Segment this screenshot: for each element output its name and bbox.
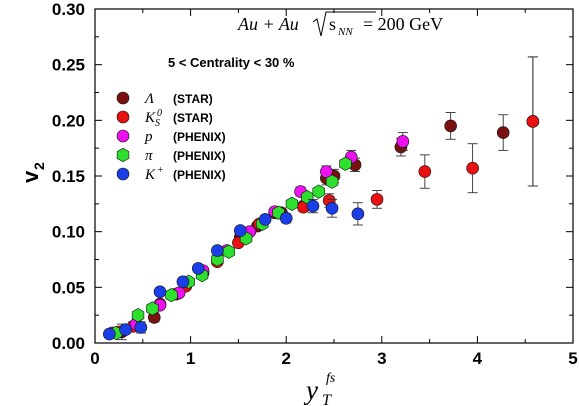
y-axis-title-sub: 2 <box>31 162 47 170</box>
system-sqrt-arg: s <box>329 14 336 34</box>
legend-entry: π (PHENIX) <box>116 147 226 164</box>
legend-symbol: Λ <box>143 91 154 107</box>
data-point <box>312 184 325 199</box>
data-point <box>211 244 224 257</box>
legend-label: (PHENIX) <box>173 149 226 163</box>
legend-label: (PHENIX) <box>173 168 226 182</box>
y-tick-label: 0.25 <box>52 56 85 75</box>
y-axis-title-main: v <box>18 170 43 183</box>
data-point <box>444 119 457 133</box>
x-tick-label: 4 <box>473 349 483 368</box>
system-annotation: Au + Au s NN = 200 GeV <box>237 11 443 38</box>
data-point <box>418 165 432 178</box>
data-point <box>146 301 159 316</box>
legend: Λ (STAR)K 0S (STAR)p (PHENIX)π (PHENIX)K + (PHE… <box>116 91 226 183</box>
legend-marker <box>116 147 130 163</box>
x-tick-label: 0 <box>90 349 99 368</box>
data-point <box>258 213 272 226</box>
data-point <box>526 115 540 128</box>
y-tick-label: 0.10 <box>52 223 85 242</box>
x-axis-title-main: y <box>303 375 318 405</box>
data-point <box>306 199 320 213</box>
series-3 <box>109 156 352 341</box>
legend-symbol-sub: S <box>155 118 160 129</box>
data-point <box>279 212 293 225</box>
legend-entry: K + (PHENIX) <box>116 165 226 183</box>
data-point <box>103 327 116 341</box>
legend-entry: Λ (STAR) <box>116 91 213 107</box>
x-axis-title: y T fs <box>303 371 336 406</box>
data-point <box>466 161 479 175</box>
axis-ticks: 0 1 2 3 4 5 0.00 0.05 0.10 0.15 0.20 0.25 0.30 <box>52 0 578 368</box>
system-rhs: = 200 GeV <box>363 14 443 34</box>
legend-symbol: K <box>144 167 156 183</box>
data-points <box>103 56 540 341</box>
data-point <box>134 321 148 334</box>
y-tick-label: 0.30 <box>52 0 85 19</box>
x-axis-title-sup: fs <box>326 371 336 386</box>
x-tick-label: 3 <box>377 349 386 368</box>
y-tick-label: 0.05 <box>52 278 85 297</box>
data-point <box>325 201 339 215</box>
data-point <box>325 174 339 189</box>
data-point <box>119 323 132 336</box>
legend-marker <box>116 167 130 181</box>
y-axis-title: v 2 <box>18 162 47 183</box>
sqrt-sign <box>312 11 376 37</box>
data-point <box>320 165 333 178</box>
data-point <box>153 285 167 299</box>
y-tick-label: 0.15 <box>52 167 85 186</box>
data-point <box>396 135 410 148</box>
legend-marker <box>116 91 130 105</box>
data-point <box>131 308 145 323</box>
centrality-annotation: 5 < Centrality < 30 % <box>168 55 295 70</box>
x-tick-label: 1 <box>186 349 195 368</box>
legend-entry: K 0S (STAR) <box>116 108 213 129</box>
data-point <box>165 287 178 303</box>
data-point <box>285 196 299 211</box>
x-tick-label: 2 <box>281 349 290 368</box>
data-point <box>351 207 365 221</box>
legend-symbol: p <box>144 129 153 145</box>
legend-marker <box>116 110 130 124</box>
y-tick-label: 0.20 <box>52 111 85 130</box>
y-tick-label: 0.00 <box>52 334 85 353</box>
legend-marker <box>116 129 130 143</box>
legend-label: (PHENIX) <box>173 130 226 144</box>
legend-label: (STAR) <box>173 111 213 125</box>
legend-entry: p (PHENIX) <box>116 129 226 145</box>
system-sqrt-sub: NN <box>337 26 353 38</box>
data-point <box>176 275 190 289</box>
data-point <box>191 262 205 275</box>
data-point <box>222 244 236 259</box>
x-tick-label: 5 <box>568 349 577 368</box>
data-point <box>496 126 510 139</box>
legend-symbol: π <box>145 148 153 164</box>
data-point <box>370 193 384 206</box>
data-point <box>339 156 352 171</box>
legend-symbol-sup: 0 <box>157 108 162 119</box>
series-4 <box>103 198 365 341</box>
legend-label: (STAR) <box>173 92 213 106</box>
system-lhs: Au + Au <box>237 14 299 34</box>
x-axis-title-sub: T <box>322 392 332 406</box>
data-point <box>234 224 247 237</box>
legend-symbol: K <box>144 110 156 126</box>
legend-symbol-sup: + <box>157 165 164 176</box>
